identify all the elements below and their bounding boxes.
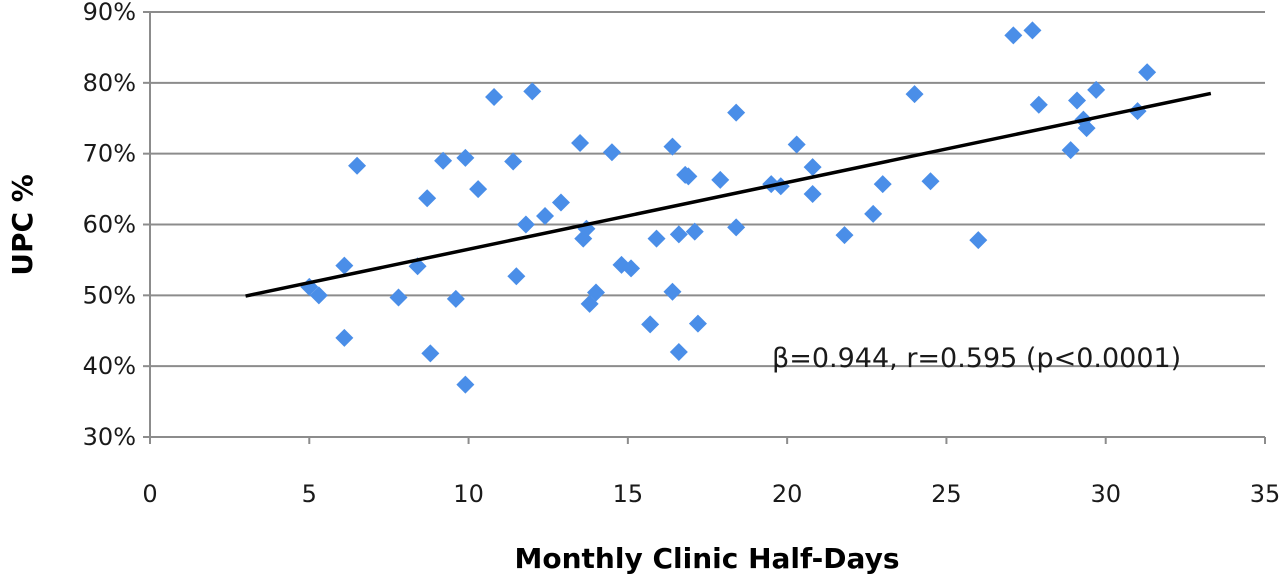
data-point (873, 175, 892, 194)
data-point (348, 156, 367, 175)
x-tick-label: 20 (772, 480, 803, 508)
x-tick-label: 30 (1090, 480, 1121, 508)
data-point (1004, 26, 1023, 45)
data-point (663, 282, 682, 301)
data-point (587, 283, 605, 302)
y-tick-label: 40% (83, 352, 136, 380)
data-point (787, 135, 806, 154)
x-tick-label: 10 (453, 480, 484, 508)
data-point (485, 88, 504, 106)
data-point (679, 167, 698, 186)
grid-lines (150, 11, 1265, 368)
data-point (469, 180, 488, 199)
regression-annotation: β=0.944, r=0.595 (p<0.0001) (772, 343, 1181, 374)
data-point (516, 215, 535, 234)
data-point (1087, 80, 1106, 99)
data-point (622, 259, 641, 278)
y-tick-label: 50% (83, 281, 136, 309)
y-tick-label: 70% (83, 140, 136, 168)
data-point (418, 189, 437, 208)
y-tick-label: 80% (83, 69, 136, 97)
y-tick-label: 90% (83, 0, 136, 26)
x-axis-title: Monthly Clinic Half-Days (515, 542, 900, 575)
data-point (1077, 119, 1096, 138)
data-point (1029, 95, 1048, 114)
data-point (669, 343, 688, 361)
data-point (1068, 91, 1087, 110)
data-point (389, 288, 408, 307)
data-point (969, 231, 988, 250)
trendline (245, 91, 1212, 298)
data-point (663, 137, 682, 156)
data-point (335, 256, 354, 275)
x-tick-label: 25 (931, 480, 962, 508)
data-point (536, 207, 555, 225)
data-point (335, 328, 354, 347)
data-point (434, 151, 453, 170)
data-point (647, 229, 666, 248)
y-tick-labels: 30% 40% 50% 60% 70% 80% 90% (83, 0, 150, 451)
x-tick-label: 0 (142, 480, 157, 508)
data-points (300, 21, 1157, 394)
data-point (835, 226, 854, 245)
data-point (688, 314, 707, 333)
data-point (602, 143, 621, 162)
data-point (571, 134, 590, 153)
data-point (309, 286, 328, 305)
data-point (685, 222, 704, 241)
data-point (864, 204, 883, 223)
data-point (669, 225, 688, 244)
y-tick-label: 30% (83, 423, 136, 451)
data-point (921, 172, 940, 191)
data-point (456, 148, 475, 167)
y-axis-title: UPC % (6, 174, 39, 276)
data-point (711, 170, 730, 189)
x-tick-labels: 0 5 10 15 20 25 30 35 (142, 437, 1280, 508)
data-point (727, 103, 746, 122)
data-point (523, 82, 542, 101)
y-tick-label: 60% (83, 211, 136, 239)
data-point (1061, 141, 1080, 160)
x-tick-label: 5 (302, 480, 317, 508)
data-point (1138, 63, 1157, 82)
data-point (446, 289, 465, 308)
data-point (641, 315, 660, 334)
data-point (504, 152, 523, 171)
data-point (421, 344, 440, 363)
data-point (1023, 21, 1042, 40)
x-tick-label: 15 (613, 480, 644, 508)
data-point (727, 218, 746, 237)
data-point (456, 375, 475, 394)
data-point (551, 193, 570, 212)
x-tick-label: 35 (1250, 480, 1280, 508)
data-point (905, 85, 924, 104)
data-point (803, 158, 822, 177)
data-point (507, 267, 526, 286)
data-point (803, 185, 822, 204)
